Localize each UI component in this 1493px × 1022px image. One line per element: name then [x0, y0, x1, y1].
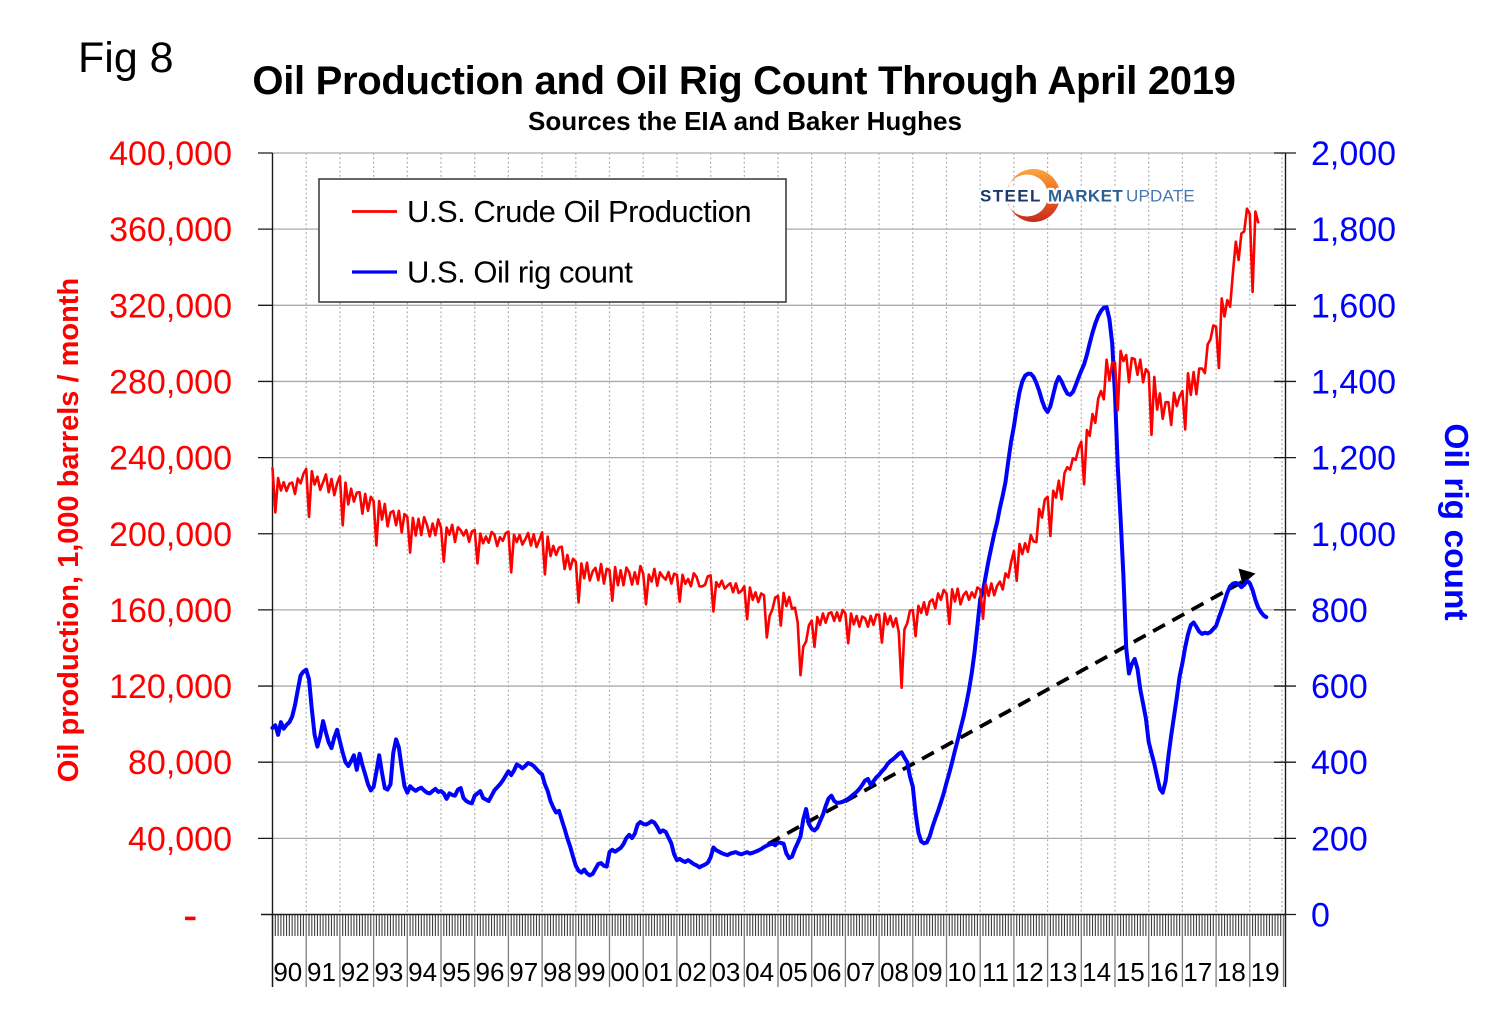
svg-text:STEEL: STEEL — [980, 187, 1042, 206]
svg-text:1,800: 1,800 — [1311, 211, 1396, 249]
svg-text:92: 92 — [341, 957, 370, 987]
svg-text:93: 93 — [374, 957, 403, 987]
svg-text:14: 14 — [1082, 957, 1111, 987]
svg-text:MARKET: MARKET — [1048, 187, 1123, 206]
svg-text:U.S. Oil rig count: U.S. Oil rig count — [407, 255, 633, 290]
svg-text:18: 18 — [1217, 957, 1246, 987]
svg-text:94: 94 — [408, 957, 437, 987]
svg-text:Fig 8: Fig 8 — [78, 34, 174, 82]
svg-text:600: 600 — [1311, 668, 1368, 706]
svg-text:200: 200 — [1311, 820, 1368, 858]
svg-text:96: 96 — [476, 957, 505, 987]
svg-text:08: 08 — [880, 957, 909, 987]
svg-text:95: 95 — [442, 957, 471, 987]
svg-text:2,000: 2,000 — [1311, 135, 1396, 173]
svg-text:10: 10 — [947, 957, 976, 987]
svg-text:99: 99 — [577, 957, 606, 987]
svg-text:280,000: 280,000 — [109, 363, 232, 401]
svg-text:15: 15 — [1116, 957, 1145, 987]
svg-text:16: 16 — [1150, 957, 1179, 987]
svg-text:400,000: 400,000 — [109, 135, 232, 173]
svg-text:11: 11 — [982, 957, 1009, 987]
svg-text:00: 00 — [610, 957, 639, 987]
svg-text:40,000: 40,000 — [128, 820, 232, 858]
svg-text:97: 97 — [509, 957, 538, 987]
svg-text:1,000: 1,000 — [1311, 516, 1396, 554]
svg-text:Oil production, 1,000 barrels: Oil production, 1,000 barrels / month — [53, 278, 85, 782]
svg-text:03: 03 — [711, 957, 740, 987]
svg-text:1,200: 1,200 — [1311, 440, 1396, 478]
svg-text:17: 17 — [1183, 957, 1212, 987]
svg-text:240,000: 240,000 — [109, 440, 232, 478]
svg-text:U.S. Crude Oil Production: U.S. Crude Oil Production — [407, 194, 751, 229]
svg-text:13: 13 — [1048, 957, 1077, 987]
svg-text:0: 0 — [1311, 897, 1330, 935]
svg-text:02: 02 — [678, 957, 707, 987]
svg-text:12: 12 — [1015, 957, 1044, 987]
svg-text:Sources the EIA and Baker Hugh: Sources the EIA and Baker Hughes — [528, 106, 962, 136]
svg-text:91: 91 — [307, 957, 336, 987]
svg-text:800: 800 — [1311, 592, 1368, 630]
svg-text:04: 04 — [745, 957, 774, 987]
svg-text:09: 09 — [914, 957, 943, 987]
svg-text:Oil rig count: Oil rig count — [1437, 423, 1474, 620]
svg-text:06: 06 — [813, 957, 842, 987]
svg-text:05: 05 — [779, 957, 808, 987]
svg-text:07: 07 — [846, 957, 875, 987]
svg-text:19: 19 — [1251, 957, 1280, 987]
svg-text:1,400: 1,400 — [1311, 363, 1396, 401]
svg-text:01: 01 — [644, 957, 673, 987]
svg-text:98: 98 — [543, 957, 572, 987]
svg-text:UPDATE: UPDATE — [1126, 187, 1195, 206]
svg-text:Oil Production and Oil Rig Cou: Oil Production and Oil Rig Count Through… — [252, 59, 1235, 103]
svg-text:80,000: 80,000 — [128, 744, 232, 782]
svg-text:120,000: 120,000 — [109, 668, 232, 706]
svg-text:320,000: 320,000 — [109, 287, 232, 325]
svg-text:1,600: 1,600 — [1311, 287, 1396, 325]
svg-text:400: 400 — [1311, 744, 1368, 782]
svg-text:160,000: 160,000 — [109, 592, 232, 630]
svg-text:360,000: 360,000 — [109, 211, 232, 249]
svg-text:200,000: 200,000 — [109, 516, 232, 554]
svg-text:90: 90 — [273, 957, 302, 987]
